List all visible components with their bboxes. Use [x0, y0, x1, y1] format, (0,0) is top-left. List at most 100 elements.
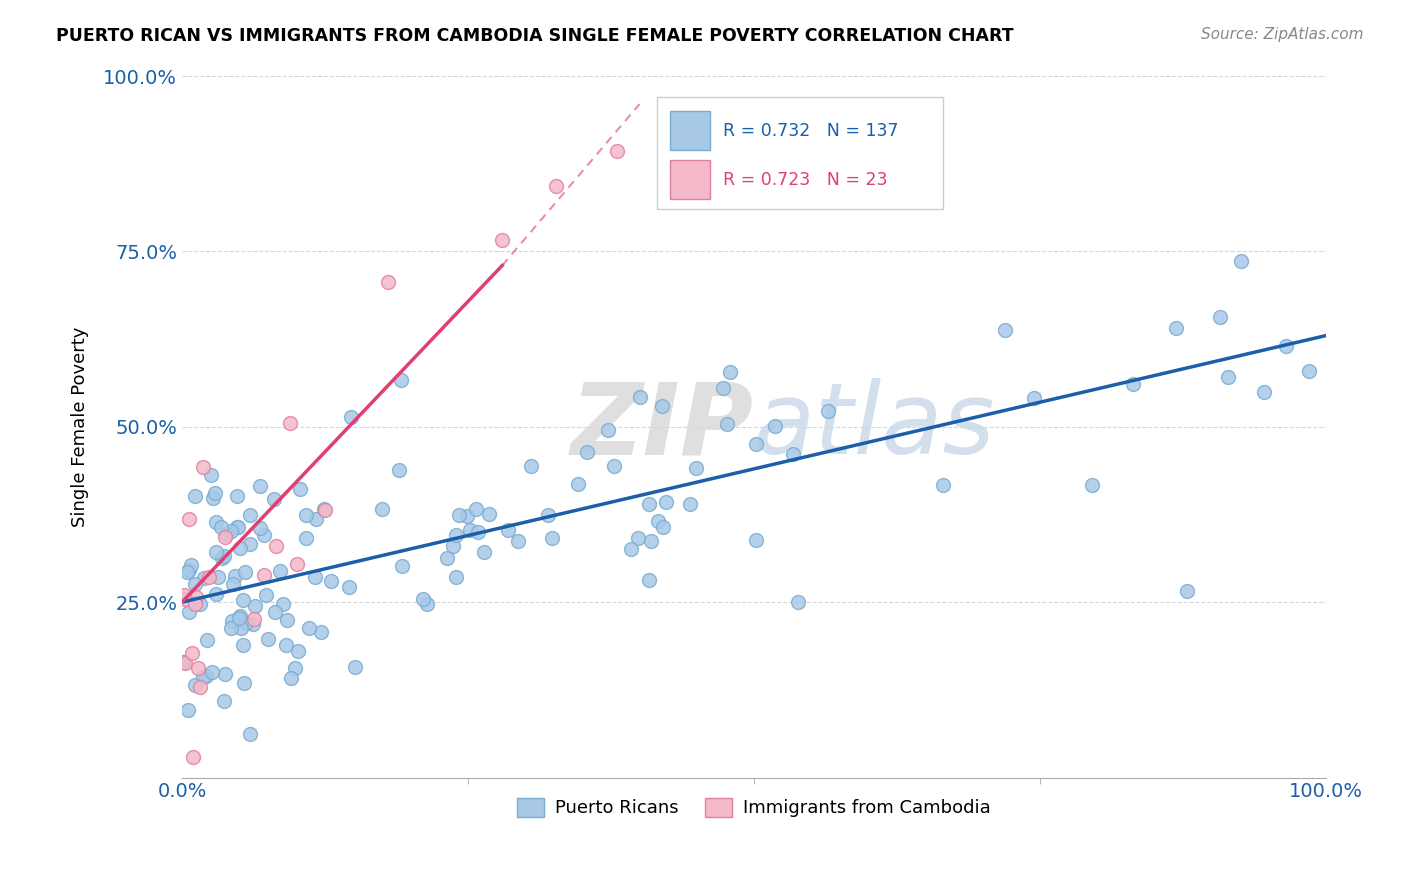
Point: [274, 638, 297, 652]
FancyBboxPatch shape: [671, 112, 710, 150]
Point: [222, 577, 245, 591]
Point: [209, 520, 232, 534]
Point: [716, 417, 738, 432]
Point: [456, 509, 478, 524]
Point: [184, 591, 207, 605]
Point: [496, 524, 519, 538]
Point: [239, 508, 262, 522]
Point: [744, 533, 766, 548]
Point: [253, 568, 276, 582]
Point: [647, 514, 669, 528]
Point: [231, 621, 253, 635]
Point: [465, 502, 488, 516]
Point: [191, 670, 214, 684]
Point: [640, 534, 662, 549]
Point: [269, 564, 291, 578]
Point: [638, 498, 661, 512]
Point: [229, 541, 252, 556]
Point: [278, 416, 301, 430]
Point: [179, 563, 201, 577]
Point: [1022, 392, 1045, 406]
Point: [181, 647, 204, 661]
Point: [214, 667, 236, 681]
Point: [391, 373, 413, 387]
Point: [173, 592, 195, 607]
Point: [181, 749, 204, 764]
Point: [1175, 583, 1198, 598]
Point: [651, 399, 673, 413]
Point: [994, 323, 1017, 337]
Point: [191, 459, 214, 474]
Point: [280, 671, 302, 685]
Point: [388, 463, 411, 477]
Legend: Puerto Ricans, Immigrants from Cambodia: Puerto Ricans, Immigrants from Cambodia: [509, 791, 998, 825]
Point: [207, 570, 229, 584]
Point: [177, 512, 200, 526]
Point: [226, 520, 249, 534]
Point: [467, 525, 489, 540]
Point: [1166, 321, 1188, 335]
Point: [197, 570, 219, 584]
Point: [180, 558, 202, 573]
Point: [817, 404, 839, 418]
Point: [190, 680, 212, 694]
Point: [537, 508, 560, 522]
Point: [184, 678, 207, 692]
Point: [211, 550, 233, 565]
Point: [295, 508, 318, 522]
Point: [343, 660, 366, 674]
Point: [204, 516, 226, 530]
Point: [221, 615, 243, 629]
Point: [256, 632, 278, 646]
Point: [173, 588, 195, 602]
Text: R = 0.723   N = 23: R = 0.723 N = 23: [723, 171, 887, 189]
Point: [1216, 369, 1239, 384]
FancyBboxPatch shape: [657, 97, 942, 210]
Point: [173, 655, 195, 669]
Point: [204, 545, 226, 559]
FancyBboxPatch shape: [671, 161, 710, 199]
Y-axis label: Single Female Poverty: Single Female Poverty: [72, 326, 89, 527]
Point: [627, 531, 650, 545]
Point: [214, 549, 236, 563]
Point: [446, 570, 468, 584]
Point: [416, 597, 439, 611]
Point: [288, 482, 311, 496]
Point: [314, 503, 336, 517]
Point: [235, 566, 257, 580]
Text: atlas: atlas: [754, 378, 995, 475]
Point: [575, 445, 598, 459]
Point: [337, 580, 360, 594]
Point: [224, 569, 246, 583]
Point: [188, 597, 211, 611]
Point: [294, 531, 316, 545]
Point: [226, 519, 249, 533]
Point: [304, 569, 326, 583]
Point: [651, 520, 673, 534]
Point: [606, 145, 628, 159]
Point: [638, 573, 661, 587]
Point: [319, 574, 342, 588]
Point: [184, 489, 207, 503]
Point: [205, 587, 228, 601]
Point: [193, 571, 215, 585]
Point: [309, 624, 332, 639]
Point: [271, 597, 294, 611]
Point: [177, 703, 200, 717]
Point: [228, 611, 250, 625]
Point: [339, 409, 361, 424]
Point: [1081, 477, 1104, 491]
Point: [187, 661, 209, 675]
Point: [200, 468, 222, 483]
Point: [264, 539, 287, 553]
Text: ZIP: ZIP: [571, 378, 754, 475]
Point: [472, 545, 495, 559]
Point: [243, 599, 266, 613]
Point: [242, 617, 264, 632]
Point: [249, 521, 271, 535]
Point: [219, 621, 242, 635]
Point: [782, 447, 804, 461]
Point: [786, 595, 808, 609]
Point: [1209, 310, 1232, 325]
Point: [285, 557, 308, 571]
